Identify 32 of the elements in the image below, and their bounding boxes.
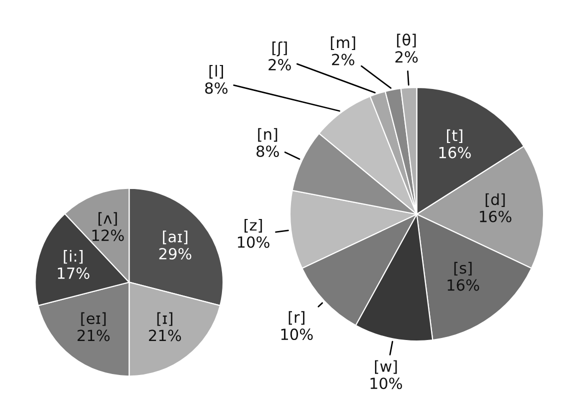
- data-label: 16%: [480, 210, 512, 222]
- slice-label: [r]: [288, 311, 304, 325]
- slice-label: [d]: [486, 193, 505, 207]
- data-label: 21%: [148, 330, 181, 342]
- slice-label: [m]: [330, 36, 356, 50]
- slice-label: [l]: [209, 64, 223, 79]
- data-label: 10%: [238, 236, 270, 248]
- data-label: 8%: [256, 145, 279, 158]
- data-label: 16%: [439, 146, 471, 158]
- data-label: 10%: [370, 378, 402, 390]
- slice-label: [eɪ]: [81, 312, 106, 326]
- data-label: 12%: [92, 230, 124, 242]
- slice-label: [θ]: [397, 34, 416, 48]
- slice-label: [i:]: [64, 250, 83, 264]
- data-label: 8%: [205, 82, 228, 94]
- slice-label: [ʃ]: [272, 42, 287, 56]
- data-label: 2%: [332, 54, 354, 66]
- slice-label: [w]: [374, 360, 397, 374]
- data-label: 10%: [281, 328, 313, 340]
- data-label: 17%: [58, 267, 90, 279]
- slice-label: [n]: [258, 128, 278, 142]
- slice-label: [t]: [447, 129, 462, 144]
- data-label: 2%: [395, 51, 418, 63]
- data-label: 2%: [268, 58, 291, 70]
- slice-label: [ʌ]: [98, 212, 117, 226]
- slice-label: [s]: [454, 262, 472, 276]
- data-label: 29%: [159, 248, 192, 260]
- slice-label: [ɪ]: [157, 312, 172, 326]
- slice-label: [aɪ]: [162, 230, 188, 244]
- slice-label: [z]: [244, 218, 262, 233]
- data-label: 16%: [448, 279, 480, 291]
- data-label: 21%: [78, 330, 110, 342]
